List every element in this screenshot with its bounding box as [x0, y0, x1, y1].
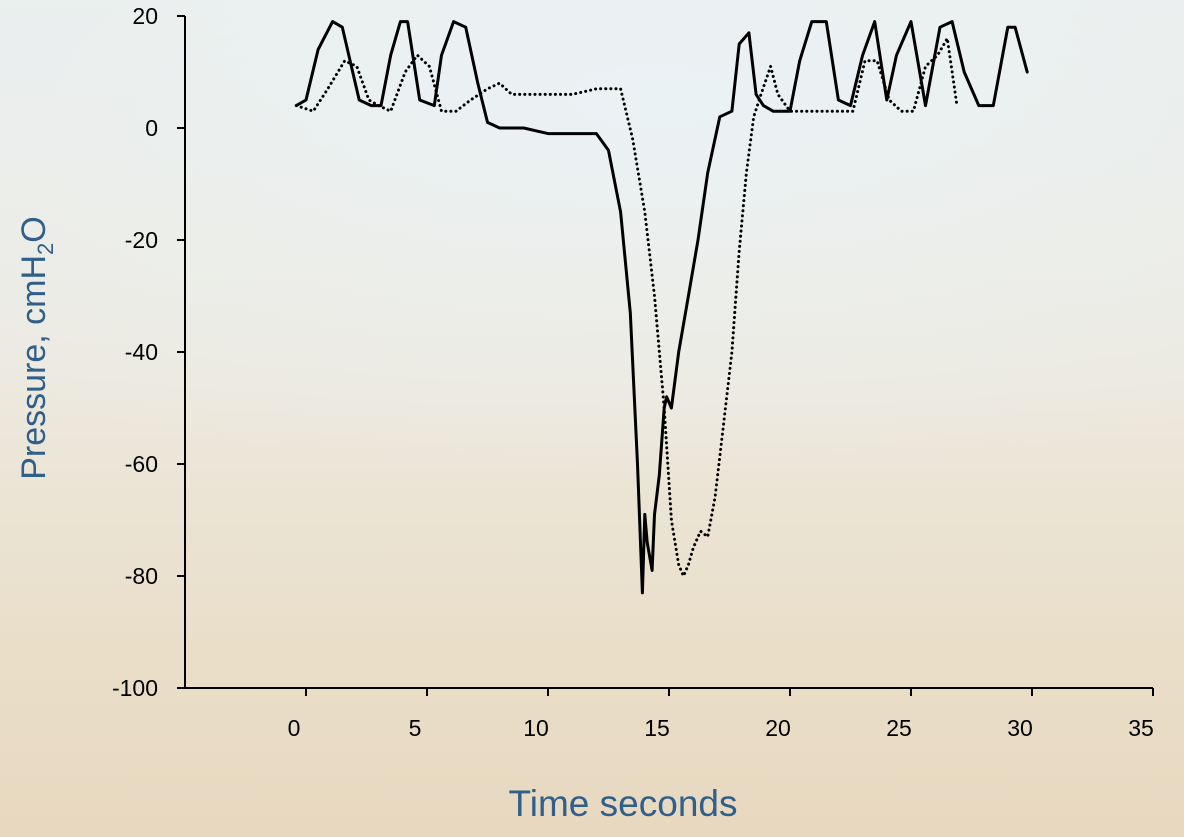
x-tick-label: 15: [644, 715, 670, 741]
y-axis-title-main: Pressure, cmH: [15, 255, 53, 480]
chart-ticks: 20 0 -20 -40 -60 -80 -100 0 5 10 15 20 25 30 35: [112, 3, 1154, 741]
x-tick-label: 20: [765, 715, 791, 741]
chart-axes: [184, 16, 1153, 689]
x-tick-label: 25: [886, 715, 912, 741]
x-tick-label: 35: [1128, 715, 1154, 741]
y-tick-label: -100: [112, 675, 158, 701]
y-axis-title-subscript: 2: [33, 243, 58, 255]
y-tick-label: -60: [125, 451, 158, 477]
x-tick-label: 0: [288, 715, 301, 741]
x-tick-label: 5: [409, 715, 422, 741]
chart-series: [294, 20, 1029, 595]
y-tick-label: 0: [145, 115, 158, 141]
y-tick-label: -40: [125, 339, 158, 365]
y-axis-title: Pressure, cmH2O: [15, 216, 58, 480]
x-tick-label: 10: [523, 715, 549, 741]
y-axis-title-suffix: O: [15, 216, 53, 242]
y-tick-label: -80: [125, 563, 158, 589]
x-tick-label: 30: [1007, 715, 1033, 741]
x-axis-title: Time seconds: [509, 783, 738, 824]
series-solid-line: [294, 20, 1029, 595]
y-tick-label: 20: [132, 3, 158, 29]
series-dotted-line: [294, 36, 959, 578]
y-tick-label: -20: [125, 227, 158, 253]
